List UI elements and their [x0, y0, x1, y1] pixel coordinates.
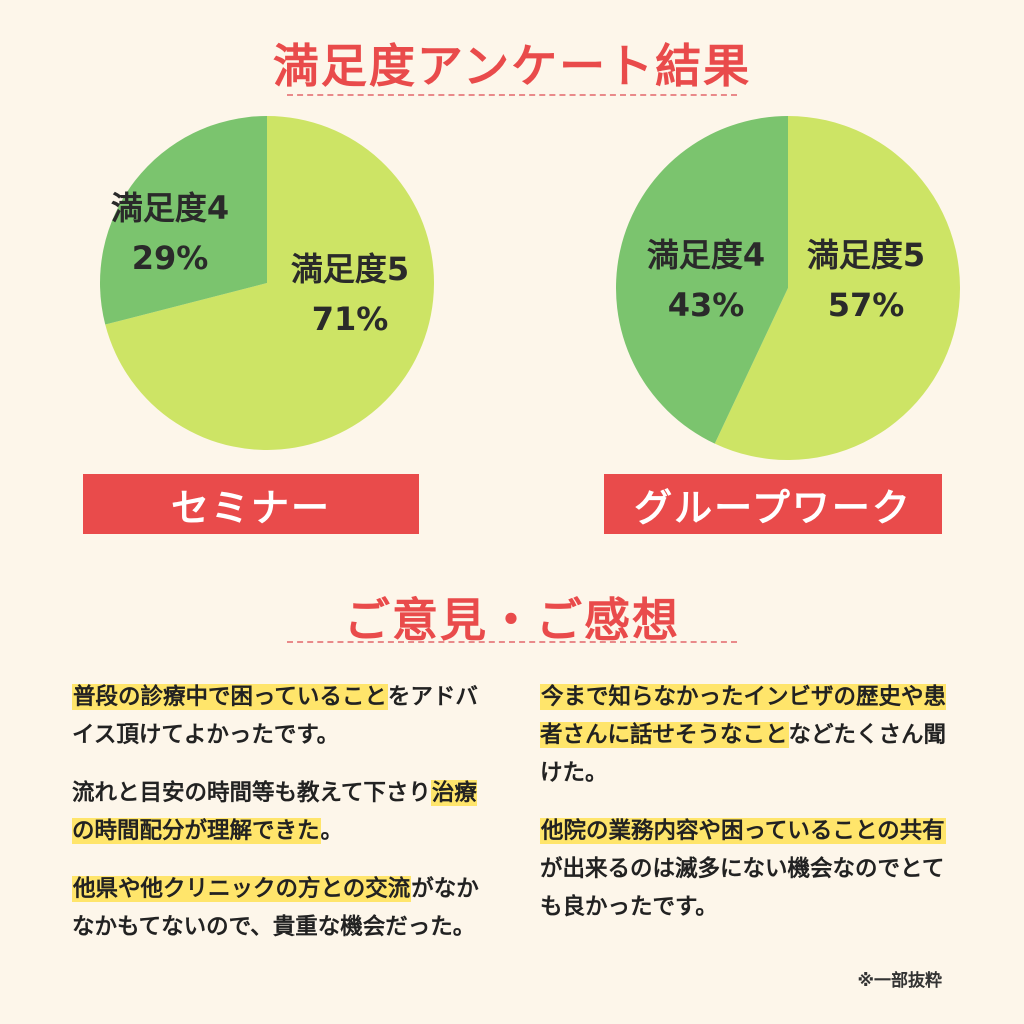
- groupwork-pie-chart: 満足度5 57% 満足度4 43%: [616, 116, 960, 460]
- pie-slice-name: 満足度5: [291, 250, 409, 288]
- feedback-comment: 普段の診療中で困っていることをアドバイス頂けてよかったです。: [72, 678, 492, 754]
- feedback-left-column: 普段の診療中で困っていることをアドバイス頂けてよかったです。 流れと目安の時間等も…: [72, 678, 492, 966]
- seminar-label: セミナー: [83, 474, 419, 534]
- feedback-comment: 流れと目安の時間等も教えて下さり治療の時間配分が理解できた。: [72, 774, 492, 850]
- feedback-title: ご意見・ご感想: [344, 593, 680, 647]
- page-title: 満足度アンケート結果: [272, 39, 752, 93]
- feedback-comment: 他院の業務内容や困っていることの共有が出来るのは滅多にない機会なのでとても良かっ…: [540, 812, 950, 926]
- comment-text: が出来るのは滅多にない機会なのでとても良かったです。: [540, 856, 945, 920]
- feedback-divider: [287, 641, 737, 643]
- highlighted-text: 普段の診療中で困っていること: [72, 684, 388, 710]
- pie-slice-satisfaction-5: [714, 116, 960, 460]
- feedback-comment: 他県や他クリニックの方との交流がなかなかもてないので、貴重な機会だった。: [72, 870, 492, 946]
- comment-text: 。: [320, 818, 344, 844]
- comment-text: などたくさん聞けた。: [540, 722, 947, 786]
- comment-text: がなかなかもてないので、貴重な機会だった。: [72, 876, 479, 940]
- seminar-pie-chart: 満足度5 71% 満足度4 29%: [100, 116, 434, 450]
- highlighted-text: 他県や他クリニックの方との交流: [72, 876, 412, 902]
- pie-slice-name: 満足度4: [111, 189, 229, 227]
- comment-text: アドバイス頂けてよかったです。: [72, 684, 478, 748]
- excerpt-note: ※一部抜粋: [857, 971, 942, 991]
- title-divider: [287, 94, 737, 96]
- pie-slice-satisfaction-5: [105, 116, 434, 450]
- pie-slice-satisfaction-4: [616, 116, 788, 444]
- comment-text: 流れと目安の時間等も教えて下さり: [72, 780, 431, 806]
- pie-slice-percent: 57%: [828, 286, 905, 324]
- groupwork-label: グループワーク: [604, 474, 942, 534]
- pie-slice-percent: 43%: [668, 286, 745, 324]
- pie-slice-percent: 29%: [132, 239, 209, 277]
- pie-slice-name: 満足度4: [647, 236, 765, 274]
- pie-slice-percent: 71%: [312, 300, 389, 338]
- pie-slice-satisfaction-4: [100, 116, 267, 325]
- feedback-comment: 今まで知らなかったインビザの歴史や患者さんに話せそうなことなどたくさん聞けた。: [540, 678, 950, 792]
- comment-text: を: [387, 684, 411, 710]
- feedback-right-column: 今まで知らなかったインビザの歴史や患者さんに話せそうなことなどたくさん聞けた。他…: [540, 678, 950, 946]
- highlighted-text: 他院の業務内容や困っていることの共有: [540, 818, 946, 844]
- pie-slice-name: 満足度5: [807, 236, 925, 274]
